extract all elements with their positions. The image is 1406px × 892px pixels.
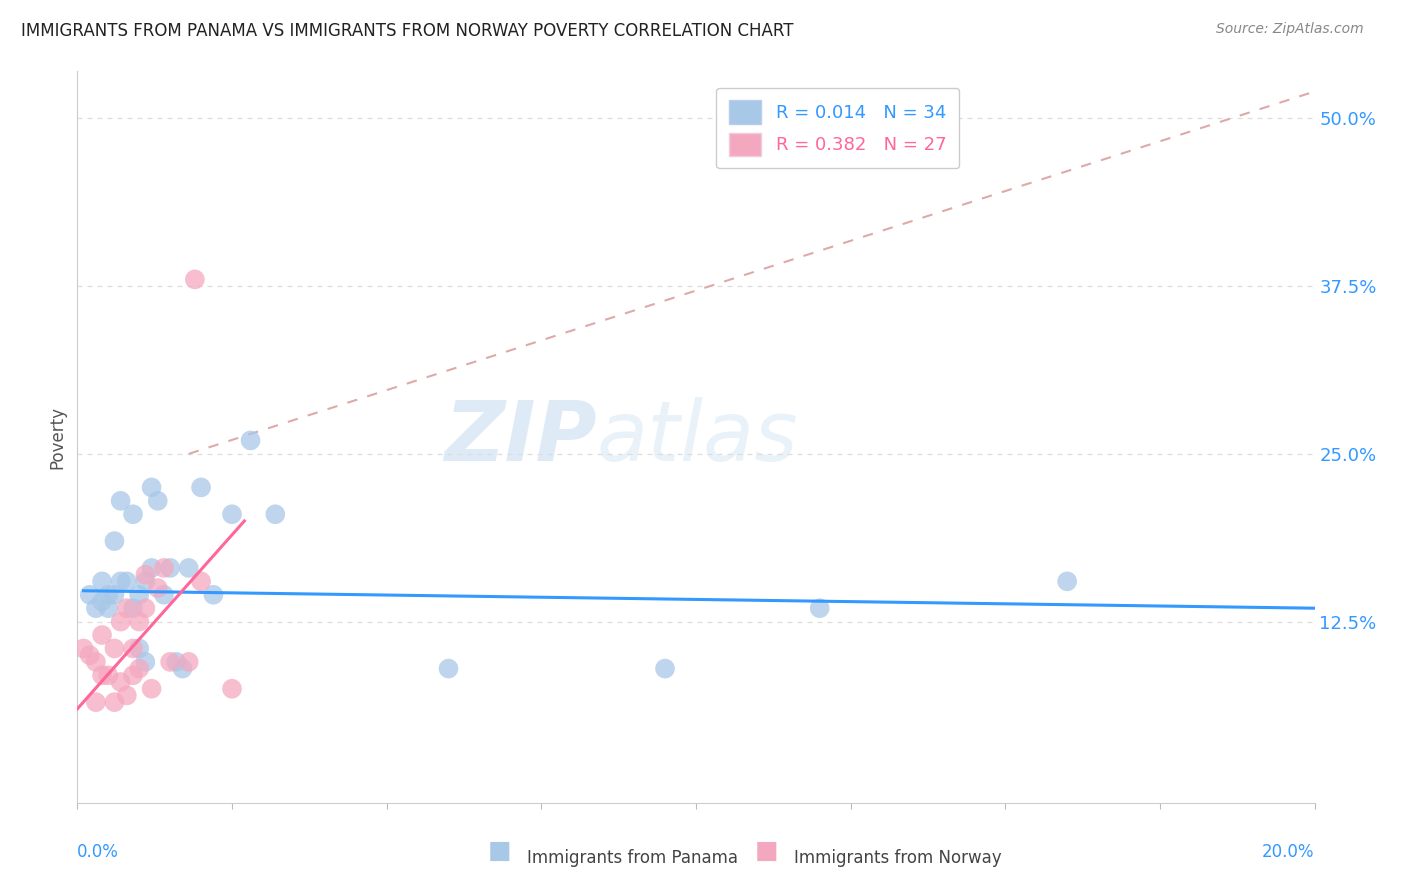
Text: IMMIGRANTS FROM PANAMA VS IMMIGRANTS FROM NORWAY POVERTY CORRELATION CHART: IMMIGRANTS FROM PANAMA VS IMMIGRANTS FRO… [21,22,793,40]
Point [165,655,187,669]
Point [84,695,107,709]
Point [110,493,132,508]
Text: ■: ■ [488,839,510,863]
Point [97,601,120,615]
Point [172,662,194,676]
Text: Immigrants from Panama: Immigrants from Panama [527,849,738,867]
Point [159,655,181,669]
Point [115,574,138,589]
Point [177,561,200,575]
Point [264,508,287,522]
Point [134,655,156,669]
Text: atlas: atlas [598,397,799,477]
Point [134,601,156,615]
Point [128,615,150,629]
Point [115,689,138,703]
Point [91,628,114,642]
Legend: R = 0.014   N = 34, R = 0.382   N = 27: R = 0.014 N = 34, R = 0.382 N = 27 [716,87,959,169]
Text: 20.0%: 20.0% [1263,843,1315,861]
Point [103,588,125,602]
Text: Immigrants from Norway: Immigrants from Norway [794,849,1002,867]
Point [122,508,145,522]
Point [146,581,169,595]
Point [91,594,114,608]
Point [134,574,156,589]
Point [72,641,94,656]
Point [91,574,114,589]
Point [110,615,132,629]
Point [221,681,243,696]
Text: Source: ZipAtlas.com: Source: ZipAtlas.com [1216,22,1364,37]
Point [141,480,163,494]
Point [122,668,145,682]
Point [141,681,163,696]
Point [128,662,150,676]
Text: ZIP: ZIP [444,397,598,477]
Point [110,574,132,589]
Point [134,567,156,582]
Text: 0.0%: 0.0% [77,843,120,861]
Point [153,561,176,575]
Point [239,434,262,448]
Point [177,655,200,669]
Point [190,480,212,494]
Point [146,493,169,508]
Point [115,601,138,615]
Point [103,641,125,656]
Y-axis label: Poverty: Poverty [48,406,66,468]
Point [1056,574,1078,589]
Point [103,695,125,709]
Point [202,588,225,602]
Point [122,641,145,656]
Point [141,561,163,575]
Point [153,588,176,602]
Point [122,601,145,615]
Point [97,668,120,682]
Point [159,561,181,575]
Point [654,662,676,676]
Point [103,534,125,549]
Point [128,641,150,656]
Point [808,601,831,615]
Point [79,588,101,602]
Point [190,574,212,589]
Text: ■: ■ [755,839,778,863]
Point [184,272,207,286]
Point [221,508,243,522]
Point [128,588,150,602]
Point [97,588,120,602]
Point [91,668,114,682]
Point [110,675,132,690]
Point [84,655,107,669]
Point [79,648,101,662]
Point [437,662,460,676]
Point [84,601,107,615]
